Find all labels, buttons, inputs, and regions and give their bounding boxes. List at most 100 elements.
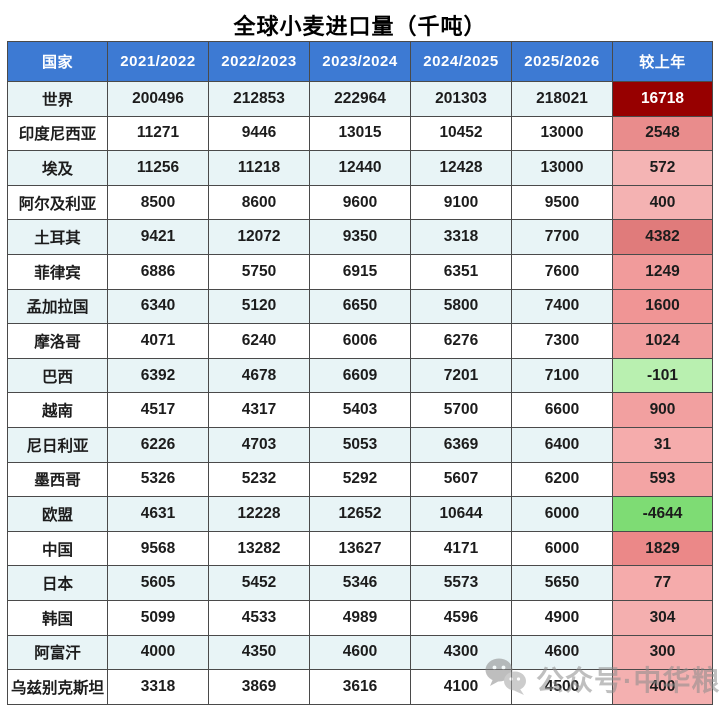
value-cell: 13000 <box>511 115 613 152</box>
value-cell: 4071 <box>107 323 209 359</box>
table-row: 韩国 5099 4533 4989 4596 4900 304 <box>7 599 713 636</box>
value-cell: 13282 <box>208 530 310 567</box>
delta-cell: 400 <box>612 184 713 221</box>
value-cell: 9100 <box>410 184 512 221</box>
table-row: 阿富汗 4000 4350 4600 4300 4600 300 <box>7 634 713 671</box>
value-cell: 6915 <box>309 253 411 290</box>
value-cell: 12440 <box>309 150 411 186</box>
country-cell: 阿尔及利亚 <box>7 184 108 221</box>
value-cell: 7300 <box>511 323 613 359</box>
value-cell: 4600 <box>511 634 613 671</box>
page-title: 全球小麦进口量（千吨） <box>233 14 487 39</box>
delta-cell: 1829 <box>612 530 713 567</box>
value-cell: 6000 <box>511 496 613 532</box>
value-cell: 6351 <box>410 253 512 290</box>
value-cell: 4100 <box>410 669 512 705</box>
country-cell: 土耳其 <box>7 219 108 255</box>
value-cell: 5700 <box>410 392 512 428</box>
column-header-1: 2021/2022 <box>107 41 209 82</box>
country-cell: 菲律宾 <box>7 253 108 290</box>
value-cell: 222964 <box>309 81 411 117</box>
value-cell: 7201 <box>410 357 512 394</box>
delta-cell: 304 <box>612 599 713 636</box>
value-cell: 4300 <box>410 634 512 671</box>
value-cell: 5605 <box>107 565 209 601</box>
value-cell: 4000 <box>107 634 209 671</box>
table-row: 越南 4517 4317 5403 5700 6600 900 <box>7 392 713 428</box>
value-cell: 11256 <box>107 150 209 186</box>
country-cell: 孟加拉国 <box>7 288 108 325</box>
delta-cell: 300 <box>612 634 713 671</box>
value-cell: 6006 <box>309 323 411 359</box>
value-cell: 12228 <box>208 496 310 532</box>
value-cell: 9421 <box>107 219 209 255</box>
table-row: 巴西 6392 4678 6609 7201 7100 -101 <box>7 357 713 394</box>
table-row: 埃及 11256 11218 12440 12428 13000 572 <box>7 150 713 186</box>
country-cell: 中国 <box>7 530 108 567</box>
value-cell: 4631 <box>107 496 209 532</box>
value-cell: 13000 <box>511 150 613 186</box>
value-cell: 6276 <box>410 323 512 359</box>
country-cell: 韩国 <box>7 599 108 636</box>
value-cell: 6226 <box>107 426 209 463</box>
value-cell: 5750 <box>208 253 310 290</box>
value-cell: 4989 <box>309 599 411 636</box>
value-cell: 3616 <box>309 669 411 705</box>
delta-cell: 593 <box>612 461 713 498</box>
country-cell: 阿富汗 <box>7 634 108 671</box>
column-header-6: 较上年 <box>612 41 713 82</box>
value-cell: 12428 <box>410 150 512 186</box>
country-cell: 世界 <box>7 81 108 117</box>
value-cell: 4596 <box>410 599 512 636</box>
value-cell: 5800 <box>410 288 512 325</box>
value-cell: 6240 <box>208 323 310 359</box>
value-cell: 5053 <box>309 426 411 463</box>
country-cell: 越南 <box>7 392 108 428</box>
value-cell: 5292 <box>309 461 411 498</box>
table-row: 印度尼西亚 11271 9446 13015 10452 13000 2548 <box>7 115 713 152</box>
value-cell: 9350 <box>309 219 411 255</box>
country-cell: 摩洛哥 <box>7 323 108 359</box>
table-row: 中国 9568 13282 13627 4171 6000 1829 <box>7 530 713 567</box>
header-row: 国家 2021/2022 2022/2023 2023/2024 2024/2025 20… <box>7 41 713 82</box>
value-cell: 5403 <box>309 392 411 428</box>
value-cell: 4171 <box>410 530 512 567</box>
value-cell: 6340 <box>107 288 209 325</box>
value-cell: 5346 <box>309 565 411 601</box>
value-cell: 4678 <box>208 357 310 394</box>
value-cell: 9446 <box>208 115 310 152</box>
value-cell: 7400 <box>511 288 613 325</box>
value-cell: 6600 <box>511 392 613 428</box>
delta-cell: 400 <box>612 669 713 705</box>
table-row: 阿尔及利亚 8500 8600 9600 9100 9500 400 <box>7 184 713 221</box>
value-cell: 4517 <box>107 392 209 428</box>
value-cell: 6369 <box>410 426 512 463</box>
country-cell: 欧盟 <box>7 496 108 532</box>
value-cell: 13627 <box>309 530 411 567</box>
value-cell: 9500 <box>511 184 613 221</box>
delta-cell: 1024 <box>612 323 713 359</box>
value-cell: 12652 <box>309 496 411 532</box>
delta-cell: -4644 <box>612 496 713 532</box>
column-header-0: 国家 <box>7 41 108 82</box>
value-cell: 10644 <box>410 496 512 532</box>
value-cell: 5607 <box>410 461 512 498</box>
value-cell: 4900 <box>511 599 613 636</box>
delta-cell: -101 <box>612 357 713 394</box>
country-cell: 墨西哥 <box>7 461 108 498</box>
value-cell: 6400 <box>511 426 613 463</box>
delta-cell: 4382 <box>612 219 713 255</box>
value-cell: 5650 <box>511 565 613 601</box>
value-cell: 6000 <box>511 530 613 567</box>
column-header-3: 2023/2024 <box>309 41 411 82</box>
value-cell: 4317 <box>208 392 310 428</box>
table-row: 摩洛哥 4071 6240 6006 6276 7300 1024 <box>7 323 713 359</box>
value-cell: 218021 <box>511 81 613 117</box>
value-cell: 6609 <box>309 357 411 394</box>
value-cell: 6650 <box>309 288 411 325</box>
value-cell: 7100 <box>511 357 613 394</box>
table-row: 日本 5605 5452 5346 5573 5650 77 <box>7 565 713 601</box>
delta-cell: 2548 <box>612 115 713 152</box>
value-cell: 5099 <box>107 599 209 636</box>
